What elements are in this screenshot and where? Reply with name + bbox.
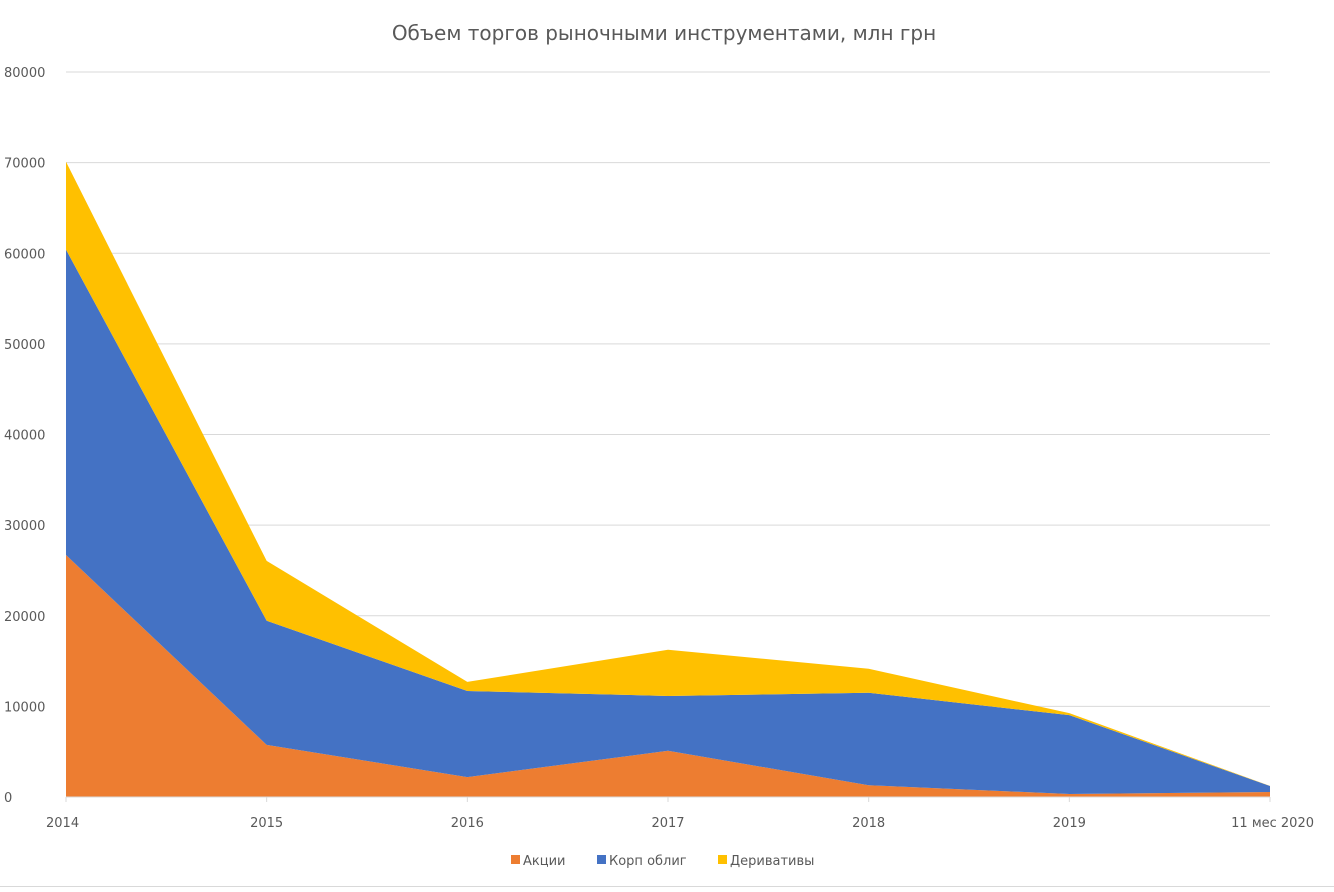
y-tick-label: 30000 [4,519,45,534]
y-tick-label: 0 [4,791,12,806]
x-tick-label: 11 мес 2020 [1231,816,1314,831]
areas [66,161,1270,797]
axes: 0 10000 20000 30000 40000 50000 60000 70000 8000… [4,66,1314,831]
legend-label: Акции [523,854,566,869]
legend-label: Деривативы [730,854,814,869]
legend-label: Корп облиг [609,854,687,869]
chart-title: Объем торгов рыночными инструментами, мл… [392,21,936,45]
legend-swatch [597,855,606,864]
y-tick-label: 80000 [4,66,45,81]
y-tick-label: 10000 [4,700,45,715]
y-tick-label: 40000 [4,429,45,444]
legend-swatch [511,855,520,864]
x-tick-label: 2018 [852,816,885,831]
legend-swatch [718,855,727,864]
chart-border [0,886,1334,887]
x-tick-label: 2014 [46,816,79,831]
legend: Акции Корп облиг Деривативы [511,854,814,869]
area-series-0 [66,555,1270,797]
y-tick-label: 70000 [4,157,45,172]
y-tick-label: 60000 [4,247,45,262]
y-tick-label: 50000 [4,338,45,353]
area-series-1 [66,249,1270,795]
area-series-2 [66,161,1270,787]
x-tick-label: 2016 [451,816,484,831]
x-tick-label: 2019 [1053,816,1086,831]
x-tick-label: 2015 [250,816,283,831]
x-tick-label: 2017 [651,816,684,831]
y-tick-label: 20000 [4,610,45,625]
